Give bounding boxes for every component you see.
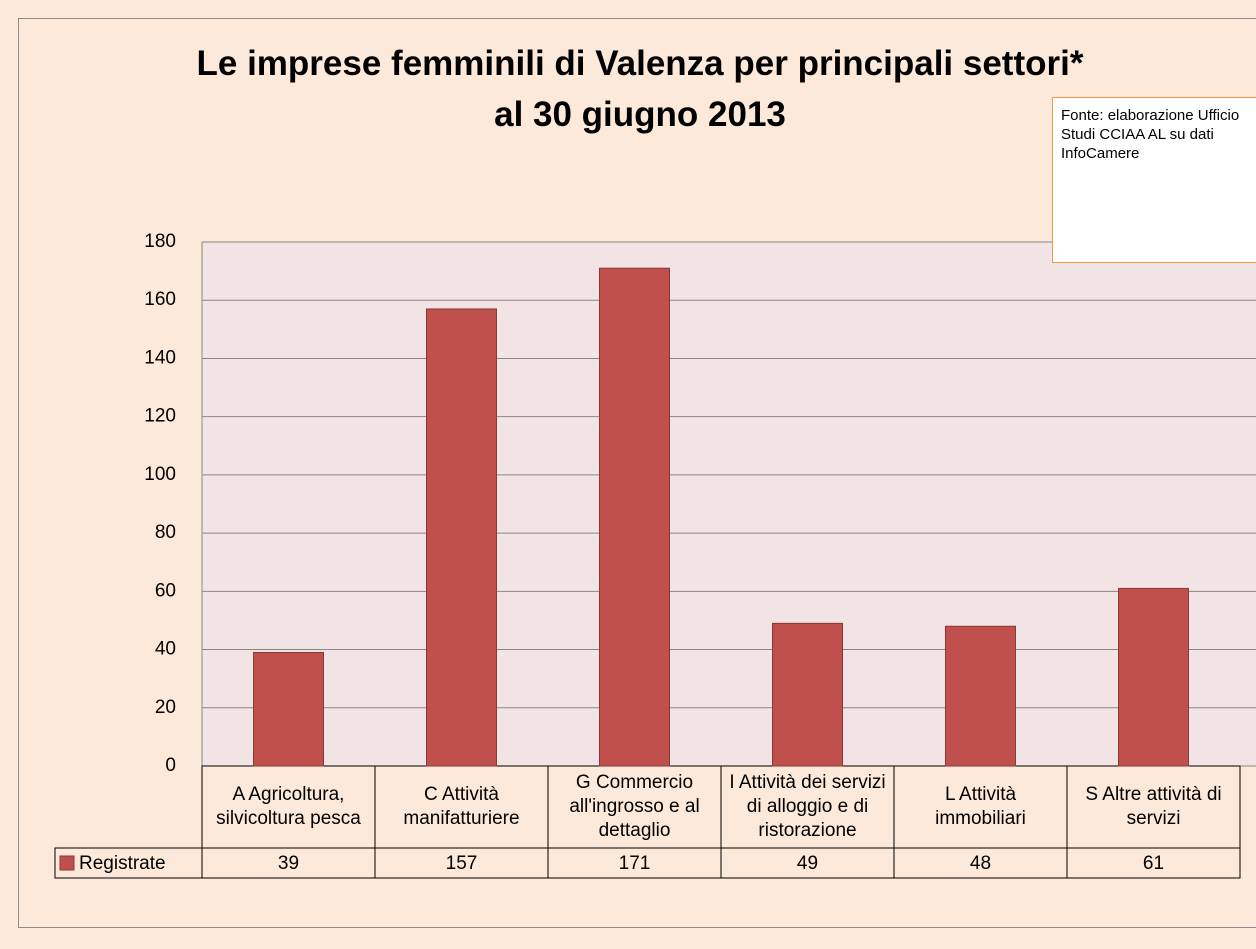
chart-title: Le imprese femminili di Valenza per prin…	[140, 38, 1140, 140]
legend-swatch	[59, 855, 75, 871]
title: Le imprese femminili di Valenza per prin…	[196, 44, 1084, 83]
y-tick-label: 40	[155, 639, 176, 660]
data-table-value: 171	[619, 853, 651, 874]
data-table-value: 39	[278, 853, 299, 874]
x-tick-label: S Altre attività di servizi	[1085, 784, 1222, 829]
chart-frame	[18, 18, 1256, 928]
y-tick-label: 0	[165, 755, 176, 776]
plot-area	[202, 242, 1256, 766]
data-table-value: 49	[797, 853, 818, 874]
bar	[599, 267, 670, 767]
x-tick-label: L Attività immobiliari	[935, 784, 1026, 829]
y-tick-label: 120	[144, 406, 176, 427]
legend-label: Registrate	[79, 853, 166, 874]
data-table-value: 157	[446, 853, 478, 874]
x-tick-label: A Agricoltura, silvicoltura pesca	[216, 784, 361, 829]
data-table-value: 61	[1143, 853, 1164, 874]
y-tick-label: 160	[144, 289, 176, 310]
y-tick-label: 100	[144, 464, 176, 485]
y-tick-label: 180	[144, 231, 176, 252]
y-tick-label: 20	[155, 697, 176, 718]
bar	[945, 625, 1016, 767]
data-table-value: 48	[970, 853, 991, 874]
source-note: Fonte: elaborazione Ufficio Studi CCIAA …	[1052, 97, 1256, 263]
data-table-legend-cell	[54, 847, 203, 879]
subtitle: al 30 giugno 2013	[494, 95, 786, 134]
bar	[772, 622, 843, 767]
bar	[1118, 587, 1189, 767]
bar	[426, 308, 497, 767]
x-tick-label: I Attività dei servizi di alloggio e di …	[729, 772, 886, 841]
y-tick-label: 60	[155, 580, 176, 601]
y-tick-label: 80	[155, 522, 176, 543]
x-tick-label: C Attività manifatturiere	[403, 784, 520, 829]
bar	[253, 651, 324, 767]
y-tick-label: 140	[144, 347, 176, 368]
x-tick-label: G Commercio all'ingrosso e al dettaglio	[569, 772, 700, 841]
